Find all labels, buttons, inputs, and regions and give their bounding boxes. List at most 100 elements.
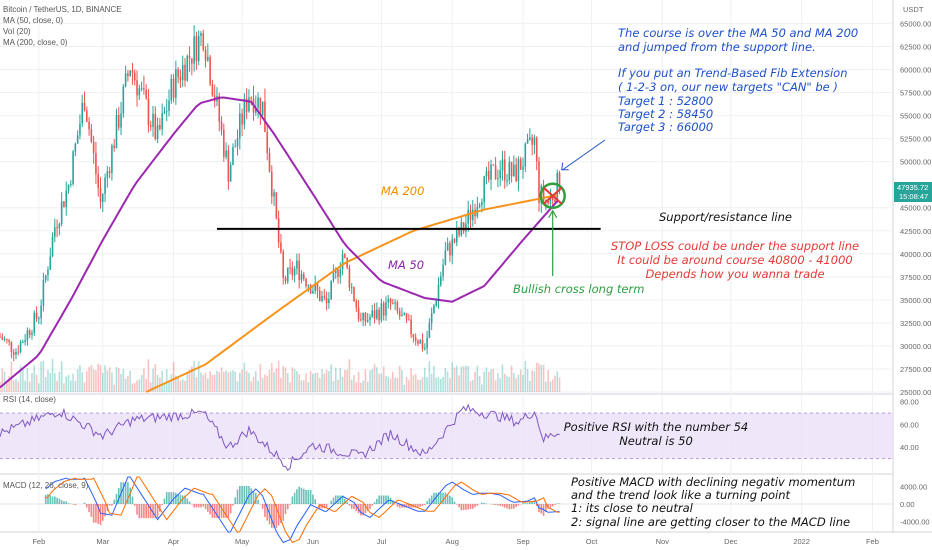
volume-bar [92,369,95,392]
candle-body [369,317,371,320]
volume-bar [19,365,22,392]
candle-body [526,139,529,144]
volume-bar [312,373,314,392]
candle-body [433,305,435,314]
macd-histogram-bar [387,495,390,504]
macd-histogram-bar [286,504,289,510]
volume-bar [277,360,280,392]
candle-body [435,300,438,306]
volume-bar [216,370,218,392]
candle-body [494,165,497,179]
macd-histogram-bar [227,504,230,518]
volume-bar [353,375,355,392]
legend-volume[interactable]: Vol (20) [3,27,31,36]
volume-bar [56,380,58,392]
candle-body [42,280,45,306]
legend-ma50[interactable]: MA (50, close, 0) [3,16,63,25]
volume-bar [35,374,38,392]
target-2: Target 2 : 58450 [618,107,713,121]
candle-body [22,341,24,343]
candle-body [394,302,396,304]
volume-bar [446,371,449,392]
volume-bar [257,380,259,392]
volume-bar [398,365,401,392]
candle-body [3,339,6,341]
macd-histogram-bar [360,504,362,516]
candle-body [49,256,52,270]
rsi-legend[interactable]: RSI (14, close) [3,395,56,404]
candle-body [483,176,485,202]
volume-bar [387,376,390,392]
macd-line [45,476,560,544]
macd-histogram-bar [305,489,307,504]
top-note-line: ( 1-2-3 on, our new targets "CAN" be ) [618,80,838,94]
volume-bar [414,374,417,392]
volume-bars [0,358,561,392]
candle-body [410,319,412,335]
candle-body [259,97,262,116]
volume-bar [503,373,506,392]
volume-bar [218,372,221,392]
volume-bar [483,371,485,392]
volume-bar [245,370,248,392]
volume-bar [33,365,36,392]
candle-body [10,341,13,352]
candle-body [503,159,506,181]
macd-histogram-bar [193,504,195,508]
volume-bar [531,370,533,392]
price-tick-label: 62500.00 [900,42,931,51]
candle-body [12,351,15,355]
macd-histogram-bar [337,495,339,504]
macd-histogram-bar [270,504,273,528]
macd-histogram-bar [554,504,556,505]
macd-histogram-bar [168,492,170,504]
rsi-tick-label: 80.00 [900,398,919,407]
macd-histogram-bar [417,504,419,508]
volume-bar [115,366,118,392]
macd-histogram-bar [503,504,506,508]
time-tick-label: Nov [656,537,670,546]
macd-histogram-bar [257,499,259,504]
volume-bar [316,372,319,392]
macd-tick-label: 4000.00 [900,483,927,492]
volume-bar [526,368,529,392]
volume-bar [510,365,513,392]
moving-averages [0,96,601,393]
time-tick-label: May [235,537,249,546]
volume-bar [97,363,100,392]
macd-histogram-bar [529,502,531,504]
volume-bar [405,376,408,392]
price-tick-label: 60000.00 [900,66,931,75]
symbol-title: Bitcoin / TetherUS, 1D, BINANCE [3,5,122,14]
time-tick-label: Sep [516,537,529,546]
volume-bar [476,365,479,392]
candle-body [387,299,390,303]
candle-body [234,146,237,148]
legend-ma200[interactable]: MA (200, close, 0) [3,38,68,47]
macd-histogram-bar [414,504,417,508]
candle-body [85,110,88,122]
macd-histogram-bar [188,501,191,504]
macd-histogram-bar [49,495,52,504]
candle-body [554,199,556,203]
candle-body [254,107,257,113]
candle-body [522,166,524,170]
macd-histogram-bar [74,504,77,506]
macd-legend[interactable]: MACD (12, 26, close, 9) [3,481,89,490]
rsi-tick-label: 60.00 [900,420,919,429]
macd-histogram-bar [254,492,257,504]
time-axis[interactable]: Feb Mar Apr May Jun Jul Aug Sep Oct Nov Dec 2022 Feb [32,537,879,546]
macd-histogram-bar [410,504,412,508]
volume-bar [540,364,543,392]
candle-body [223,129,225,157]
macd-histogram-bar [296,489,298,504]
macd-histogram-bar [558,503,561,504]
macd-histogram-bar [380,495,383,504]
macd-histogram-bar [424,504,426,505]
price-axis[interactable]: 65000.00 62500.00 60000.00 57500.00 55000.00… [900,19,931,526]
candle-body [239,113,241,139]
macd-histogram-bar [85,504,88,508]
candle-body [556,172,559,203]
volume-bar [471,380,474,392]
